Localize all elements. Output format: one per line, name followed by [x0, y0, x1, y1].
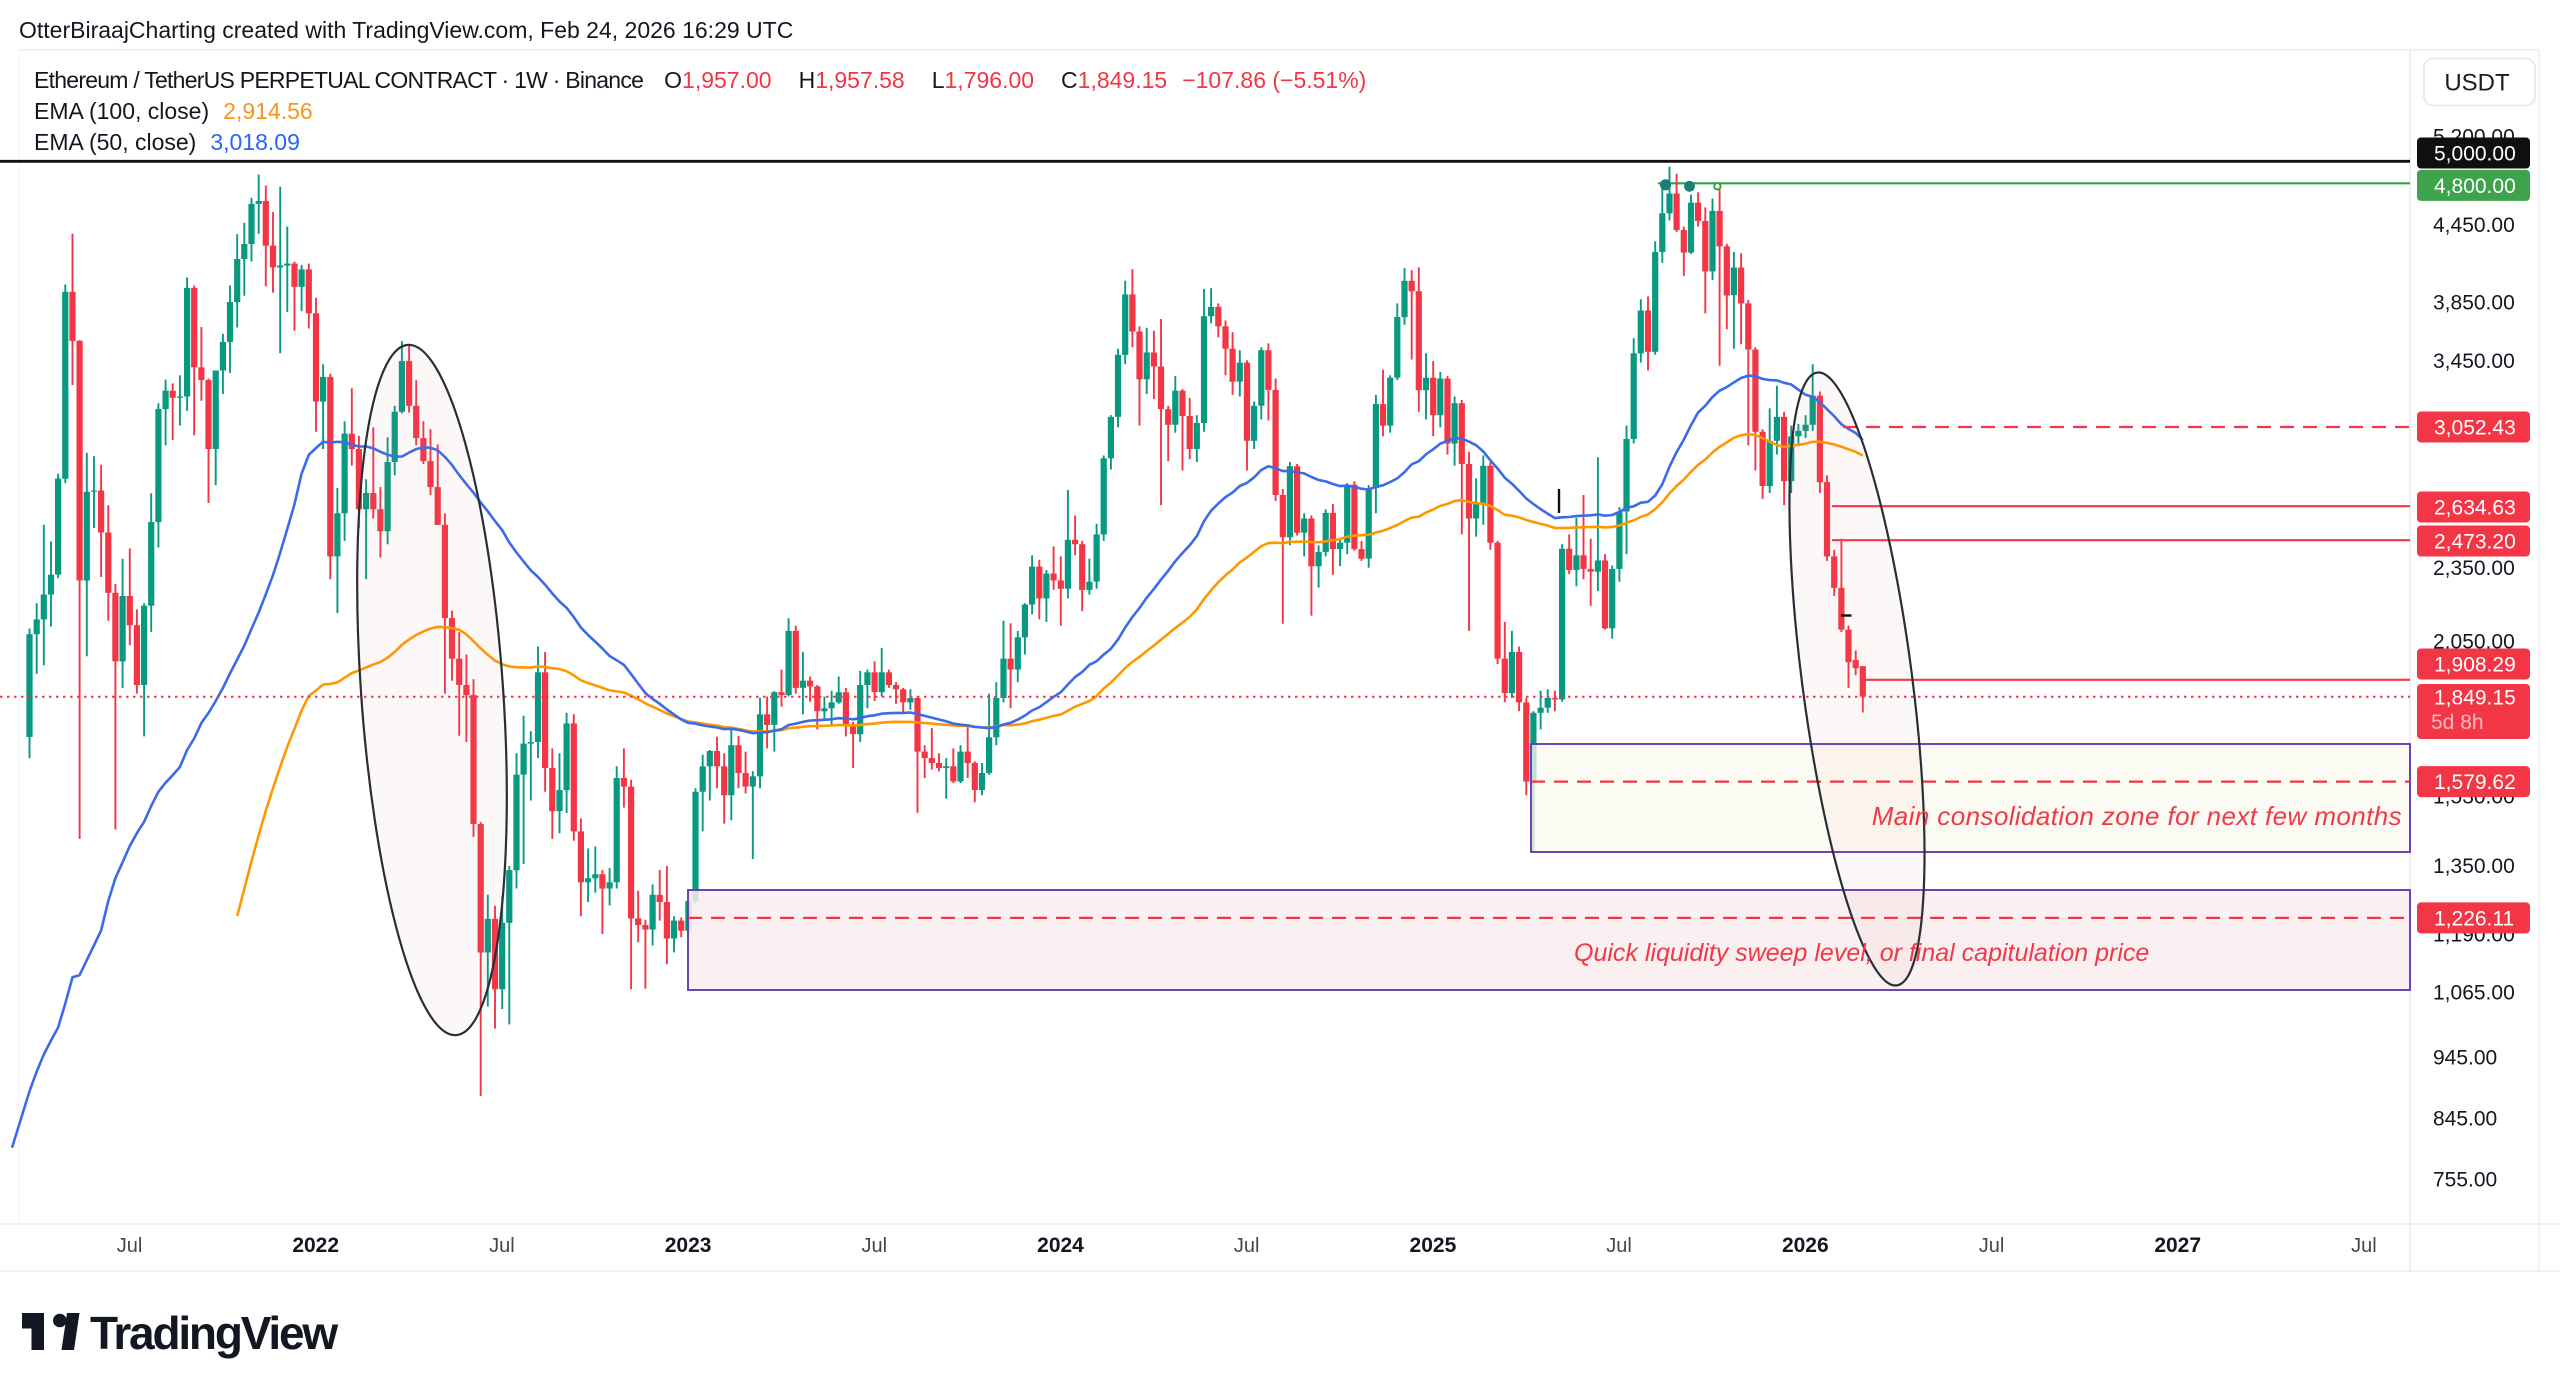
svg-text:Jul: Jul [862, 1235, 888, 1257]
svg-text:2023: 2023 [665, 1234, 712, 1257]
svg-text:3,850.00: 3,850.00 [2433, 292, 2515, 315]
svg-text:5,000.00: 5,000.00 [2434, 143, 2516, 166]
svg-text:3,450.00: 3,450.00 [2433, 350, 2515, 373]
svg-text:5d 8h: 5d 8h [2431, 711, 2484, 734]
svg-text:2,473.20: 2,473.20 [2434, 531, 2516, 554]
svg-text:2025: 2025 [1410, 1234, 1457, 1257]
svg-text:Ethereum / TetherUS PERPETUAL: Ethereum / TetherUS PERPETUAL CONTRACT ·… [34, 67, 1366, 93]
svg-text:2027: 2027 [2154, 1234, 2201, 1257]
svg-text:USDT: USDT [2444, 70, 2510, 97]
svg-text:1,849.15: 1,849.15 [2434, 687, 2516, 710]
svg-text:2026: 2026 [1782, 1234, 1829, 1257]
svg-text:4,800.00: 4,800.00 [2434, 175, 2516, 198]
svg-text:Jul: Jul [1979, 1235, 2005, 1257]
svg-text:EMA (100, close)2,914.56: EMA (100, close) 2,914.56 [34, 98, 313, 124]
svg-text:2,050.00: 2,050.00 [2433, 631, 2515, 654]
svg-text:3,052.43: 3,052.43 [2434, 417, 2516, 440]
svg-text:TradingView: TradingView [90, 1307, 338, 1359]
svg-text:Jul: Jul [2351, 1235, 2377, 1257]
svg-text:Jul: Jul [1606, 1235, 1632, 1257]
svg-text:Quick liquidity sweep level, o: Quick liquidity sweep level, or final ca… [1574, 939, 2149, 967]
svg-text:755.00: 755.00 [2433, 1169, 2497, 1192]
svg-text:1,065.00: 1,065.00 [2433, 982, 2515, 1005]
svg-text:4,450.00: 4,450.00 [2433, 214, 2515, 237]
svg-text:945.00: 945.00 [2433, 1047, 2497, 1070]
svg-text:1,908.29: 1,908.29 [2434, 654, 2516, 677]
svg-text:Main consolidation zone for ne: Main consolidation zone for next few mon… [1872, 801, 2402, 831]
svg-text:Jul: Jul [489, 1235, 515, 1257]
svg-text:2,350.00: 2,350.00 [2433, 557, 2515, 580]
svg-text:OtterBiraajCharting created wi: OtterBiraajCharting created with Trading… [19, 17, 793, 43]
svg-text:2,634.63: 2,634.63 [2434, 497, 2516, 520]
svg-text:845.00: 845.00 [2433, 1108, 2497, 1131]
svg-text:1,226.11: 1,226.11 [2434, 907, 2514, 930]
svg-text:2022: 2022 [292, 1234, 339, 1257]
svg-text:1,350.00: 1,350.00 [2433, 855, 2515, 878]
svg-text:1,579.62: 1,579.62 [2434, 771, 2516, 794]
svg-text:Jul: Jul [117, 1235, 143, 1257]
svg-text:Jul: Jul [1234, 1235, 1260, 1257]
svg-text:EMA (50, close)3,018.09: EMA (50, close) 3,018.09 [34, 129, 300, 155]
svg-text:2024: 2024 [1037, 1234, 1084, 1257]
